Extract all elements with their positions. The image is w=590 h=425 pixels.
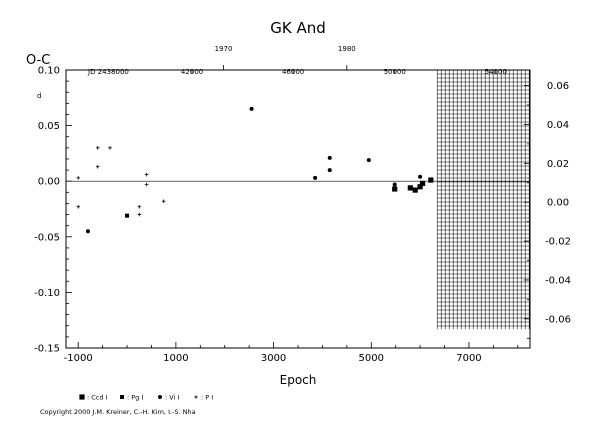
ccd-point bbox=[428, 177, 434, 183]
visual-point bbox=[327, 168, 332, 173]
x-tick-label: 1000 bbox=[163, 353, 188, 364]
plot-frame bbox=[65, 69, 531, 349]
visual-point bbox=[85, 229, 90, 234]
right-y-tick-label: -0.04 bbox=[545, 275, 571, 286]
jd-tick-label: 42000 bbox=[181, 68, 203, 76]
jd-tick-label: 54000 bbox=[485, 68, 507, 76]
year-tick-label: 1970 bbox=[215, 45, 233, 53]
x-tick-label: 7000 bbox=[456, 353, 481, 364]
visual-point bbox=[249, 106, 254, 111]
ccd-point bbox=[419, 180, 426, 187]
right-y-tick-label: -0.06 bbox=[545, 314, 571, 325]
legend-label: : Vi I bbox=[165, 394, 179, 402]
axis-ticks bbox=[66, 65, 530, 349]
photographic-point bbox=[137, 204, 142, 209]
legend: : Ccd I : Pg I : Vi I : P I bbox=[79, 394, 213, 402]
photographic-point bbox=[194, 395, 198, 399]
visual-point bbox=[366, 158, 371, 163]
jd-tick-label: 46000 bbox=[282, 68, 304, 76]
x-tick-label: -1000 bbox=[64, 353, 93, 364]
photographic-point bbox=[76, 204, 81, 209]
visual-point bbox=[418, 174, 423, 179]
y-axis-label: O-C bbox=[26, 53, 50, 68]
x-axis-label: Epoch bbox=[280, 373, 317, 387]
pg-point bbox=[125, 213, 130, 218]
photographic-point bbox=[144, 182, 149, 187]
right-y-tick-label: 0.04 bbox=[547, 120, 569, 131]
photographic-point bbox=[95, 164, 100, 169]
right-y-tick-label: 0.06 bbox=[547, 81, 569, 92]
photographic-point bbox=[137, 212, 142, 217]
copyright-text: Copyright 2000 J.M. Kreiner, C.-H. Kim, … bbox=[40, 408, 196, 416]
right-y-tick-label: 0.00 bbox=[547, 198, 569, 209]
y-tick-label: -0.05 bbox=[34, 232, 60, 243]
ccd-point bbox=[417, 184, 423, 190]
pg-point bbox=[120, 395, 124, 399]
visual-point bbox=[158, 395, 162, 399]
year-tick-label: 1980 bbox=[338, 45, 356, 53]
plot-border bbox=[65, 69, 531, 349]
y-tick-label: 0.05 bbox=[38, 121, 60, 132]
visual-point bbox=[327, 155, 332, 160]
y-tick-label: 0.10 bbox=[38, 66, 60, 77]
photographic-point bbox=[76, 176, 81, 180]
visual-point bbox=[313, 175, 318, 180]
ccd-point bbox=[407, 185, 413, 191]
x-tick-label: 3000 bbox=[261, 353, 286, 364]
photographic-point bbox=[108, 146, 112, 150]
x-tick-label: 5000 bbox=[359, 353, 384, 364]
visual-point bbox=[392, 182, 397, 187]
jd-tick-label: 50000 bbox=[384, 68, 406, 76]
y-axis-exponent: d bbox=[37, 92, 41, 100]
photographic-point bbox=[161, 199, 166, 204]
legend-label: : Pg I bbox=[127, 394, 143, 402]
photographic-point bbox=[95, 146, 100, 150]
photographic-point bbox=[144, 172, 149, 177]
ccd-point bbox=[79, 394, 85, 400]
y-tick-label: 0.00 bbox=[38, 177, 60, 188]
chart-title: GK And bbox=[270, 19, 326, 37]
legend-label: : P I bbox=[201, 394, 213, 402]
right-y-tick-label: 0.02 bbox=[547, 159, 569, 170]
data-points bbox=[76, 106, 434, 234]
jd-label: JD 2438000 bbox=[87, 68, 129, 76]
hatched-region bbox=[436, 69, 530, 330]
ccd-point bbox=[392, 186, 398, 192]
y-tick-label: -0.10 bbox=[34, 288, 60, 299]
tick-labels: -1000 1000 3000 5000 7000 -0.15 -0.10 -0.05 0.00… bbox=[34, 45, 571, 364]
right-y-tick-label: -0.02 bbox=[545, 237, 571, 248]
y-tick-label: -0.15 bbox=[34, 344, 60, 355]
legend-label: : Ccd I bbox=[87, 394, 108, 402]
ccd-point bbox=[412, 187, 418, 193]
